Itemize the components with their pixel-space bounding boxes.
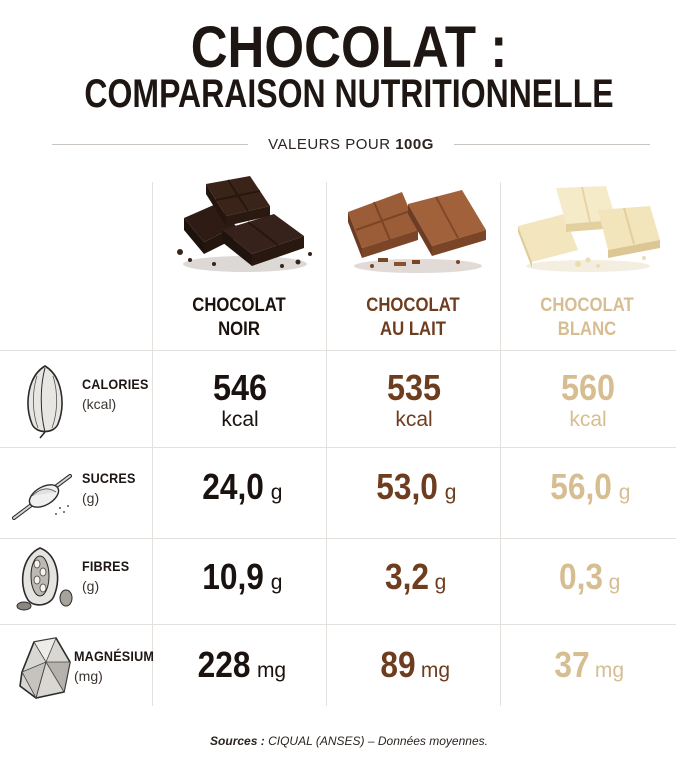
magnesium-blanc-value: 37 mg bbox=[554, 644, 625, 685]
row-label-calories: CALORIES (kcal) bbox=[82, 376, 149, 412]
left-divider bbox=[52, 143, 249, 145]
grid-hline bbox=[0, 350, 676, 351]
page-title: CHOCOLAT : bbox=[190, 15, 508, 80]
per-100g-banner: VALEURS POUR 100G bbox=[52, 132, 651, 156]
magnesium-noir-value: 228 mg bbox=[197, 644, 287, 685]
sucres-lait-value: 53,0 g bbox=[375, 466, 457, 507]
grid-vline bbox=[152, 182, 153, 706]
magnesium-lait-value: 89 mg bbox=[380, 644, 451, 685]
product-name-blanc: CHOCOLAT BLANC bbox=[540, 295, 634, 340]
fibres-lait-value: 3,2 g bbox=[384, 556, 447, 597]
row-label-fibres: FIBRES (g) bbox=[82, 558, 130, 594]
calories-blanc-value: 560 kcal bbox=[560, 367, 616, 432]
calories-lait-value: 535 kcal bbox=[386, 367, 442, 432]
page-subtitle-title: COMPARAISON NUTRITIONNELLE bbox=[84, 72, 614, 116]
sugar-spoon-icon bbox=[12, 474, 72, 520]
sources-note: Sources : CIQUAL (ANSES) – Données moyen… bbox=[210, 734, 488, 748]
open-cacao-pod-icon bbox=[16, 547, 73, 611]
mineral-rock-icon bbox=[19, 637, 71, 700]
grid-vline bbox=[500, 182, 501, 706]
grid-vline bbox=[326, 182, 327, 706]
dark-chocolate-image bbox=[177, 176, 312, 272]
product-name-lait: CHOCOLAT AU LAIT bbox=[366, 295, 460, 340]
product-name-noir: CHOCOLAT NOIR bbox=[192, 295, 286, 340]
calories-noir-value: 546 kcal bbox=[212, 367, 268, 432]
fibres-blanc-value: 0,3 g bbox=[558, 556, 621, 597]
grid-hline bbox=[0, 447, 676, 448]
cacao-pod-icon bbox=[27, 365, 63, 439]
per-100g-label: VALEURS POUR 100G bbox=[268, 135, 434, 153]
milk-chocolate-image bbox=[348, 190, 486, 273]
white-chocolate-image bbox=[518, 186, 660, 272]
row-label-magnesium: MAGNÉSIUM (mg) bbox=[74, 648, 155, 684]
grid-hline bbox=[0, 538, 676, 539]
sucres-blanc-value: 56,0 g bbox=[549, 466, 631, 507]
sucres-noir-value: 24,0 g bbox=[201, 466, 283, 507]
right-divider bbox=[453, 143, 651, 145]
grid-hline bbox=[0, 624, 676, 625]
row-label-sucres: SUCRES (g) bbox=[82, 470, 136, 506]
fibres-noir-value: 10,9 g bbox=[201, 556, 283, 597]
